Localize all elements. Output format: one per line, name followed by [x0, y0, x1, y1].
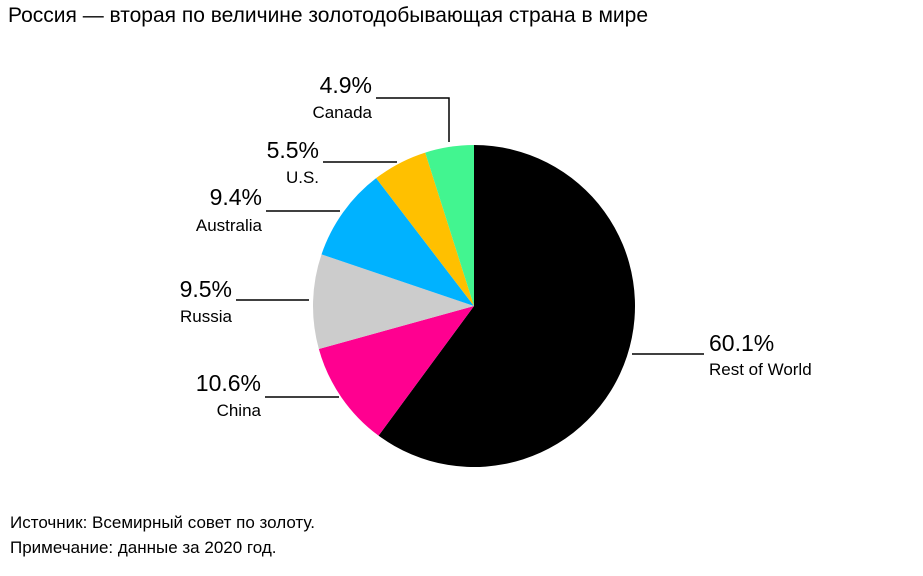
- value-label-china: 10.6%: [196, 370, 261, 396]
- data-note: Примечание: данные за 2020 год.: [10, 538, 277, 557]
- slice-labels: 60.1% Rest of World 10.6% China 9.5% Russia 9.…: [180, 72, 812, 420]
- slice-canada: [425, 145, 474, 306]
- leader-line-canada: [376, 97, 450, 142]
- value-label-canada: 4.9%: [320, 72, 372, 98]
- slice-australia: [321, 178, 474, 306]
- category-label-china: China: [217, 401, 262, 420]
- slice-u-s: [376, 152, 474, 306]
- value-label-u-s: 5.5%: [267, 137, 319, 163]
- pie-slices: [313, 145, 636, 467]
- category-label-australia: Australia: [196, 216, 263, 235]
- category-label-russia: Russia: [180, 307, 233, 326]
- value-label-rest-of-world: 60.1%: [709, 330, 774, 356]
- slice-china: [318, 306, 474, 436]
- category-label-canada: Canada: [312, 103, 372, 122]
- source-note: Источник: Всемирный совет по золоту.: [10, 513, 315, 532]
- category-label-rest-of-world: Rest of World: [709, 360, 812, 379]
- category-label-u-s: U.S.: [286, 168, 319, 187]
- leader-lines: [236, 97, 704, 398]
- value-label-russia: 9.5%: [180, 276, 232, 302]
- slice-russia: [313, 254, 474, 349]
- chart-title: Россия — вторая по величине золотодобыва…: [8, 4, 648, 27]
- value-label-australia: 9.4%: [210, 184, 262, 210]
- slice-rest-of-world: [378, 145, 636, 467]
